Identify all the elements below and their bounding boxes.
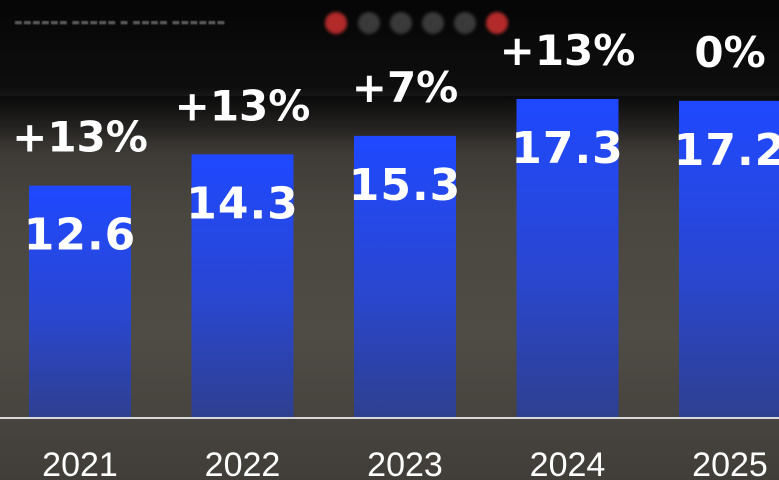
- x-tick-label-2023: 2023: [367, 446, 443, 480]
- bar-2021: [29, 185, 131, 418]
- background-top-strip: [0, 0, 779, 54]
- labels-layer: 12.6 +13% 2021 14.3 +13% 2022 15.3 +7% 2023 17.3 +…: [12, 26, 779, 480]
- bar-2022: [191, 154, 294, 418]
- growth-label-2022: +13%: [175, 81, 311, 130]
- value-label-2025: 17.2: [674, 125, 779, 176]
- background-blurred-icon: [358, 12, 380, 34]
- background-blurred-window-title: ▬▬▬▬▬▬ ▬▬▬▬▬ ▬ ▬▬▬▬ ▬▬▬▬▬▬: [14, 18, 226, 28]
- bar-2023: [354, 135, 456, 419]
- value-label-2023: 15.3: [349, 160, 462, 211]
- value-label-2021: 12.6: [24, 210, 137, 261]
- x-tick-label-2025: 2025: [692, 446, 768, 480]
- growth-label-2024: +13%: [500, 26, 636, 75]
- background-blurred-icon: [390, 12, 412, 34]
- background-blurred-icon: [422, 12, 444, 34]
- background-blurred-icon: [454, 12, 476, 34]
- value-label-2022: 14.3: [186, 178, 299, 229]
- x-tick-label-2021: 2021: [42, 446, 118, 480]
- x-tick-label-2024: 2024: [530, 446, 606, 480]
- value-label-2024: 17.3: [511, 123, 624, 174]
- growth-label-2021: +13%: [12, 113, 148, 162]
- background-blurred-icon: [325, 12, 347, 34]
- growth-label-2025: 0%: [694, 28, 765, 77]
- bar-2024: [516, 99, 619, 418]
- x-tick-label-2022: 2022: [205, 446, 281, 480]
- growth-label-2023: +7%: [352, 63, 459, 112]
- bar-2025: [679, 100, 779, 418]
- background-blurred-icon: [486, 12, 508, 34]
- bars-layer: [29, 99, 779, 419]
